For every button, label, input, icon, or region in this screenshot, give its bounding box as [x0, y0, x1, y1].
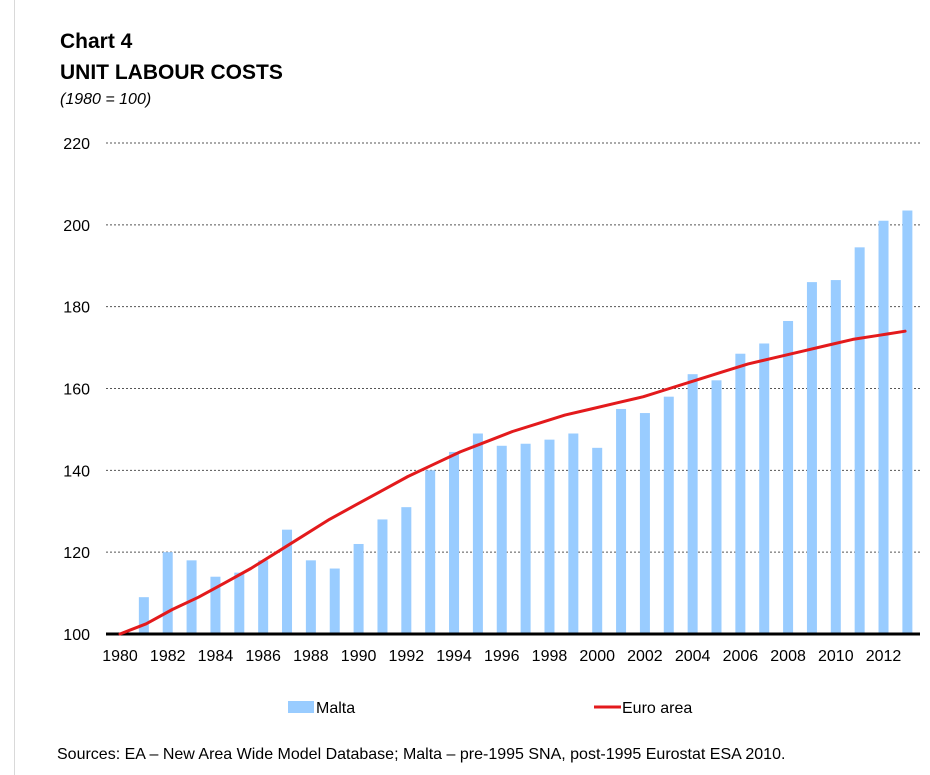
y-tick-label: 160: [63, 382, 90, 399]
x-tick-label: 1992: [389, 648, 425, 665]
malta-bar: [472, 433, 483, 634]
malta-bar: [830, 280, 841, 634]
malta-bar: [592, 447, 603, 634]
malta-bar: [401, 507, 412, 634]
y-tick-label: 140: [63, 463, 90, 480]
x-tick-label: 1996: [484, 648, 520, 665]
y-tick-label: 180: [63, 300, 90, 317]
y-tick-label: 120: [63, 545, 90, 562]
left-margin-rule: [14, 0, 15, 775]
x-tick-label: 2002: [627, 648, 663, 665]
malta-bar: [377, 519, 388, 634]
malta-bar: [425, 470, 436, 634]
x-tick-label: 2012: [866, 648, 902, 665]
x-tick-label: 1988: [293, 648, 329, 665]
malta-bar: [353, 543, 364, 634]
chart-subtitle: (1980 = 100): [60, 91, 152, 108]
malta-bar: [806, 282, 817, 634]
malta-bar: [544, 439, 555, 634]
x-tick-label: 1994: [436, 648, 472, 665]
malta-bar: [210, 576, 221, 634]
malta-bar: [234, 572, 245, 634]
x-tick-label: 2006: [723, 648, 759, 665]
malta-bar: [449, 451, 460, 634]
malta-bar: [568, 433, 579, 634]
malta-bar: [854, 247, 865, 634]
chart-number: Chart 4: [60, 30, 133, 53]
malta-bar: [878, 220, 889, 634]
malta-bar: [663, 396, 674, 634]
x-tick-label: 2004: [675, 648, 711, 665]
x-tick-label: 1980: [102, 648, 138, 665]
malta-bar: [496, 445, 507, 634]
x-tick-label: 2010: [818, 648, 854, 665]
malta-bar: [616, 408, 627, 634]
legend-label-malta: Malta: [316, 700, 355, 717]
legend-label-euro-area: Euro area: [622, 700, 692, 717]
euro-area-line: [118, 329, 907, 636]
malta-bar: [687, 374, 698, 634]
malta-bar: [711, 380, 722, 634]
malta-bar: [282, 529, 293, 634]
malta-bar: [735, 353, 746, 634]
malta-bar: [520, 443, 531, 634]
x-tick-label: 1990: [341, 648, 377, 665]
x-tick-label: 2008: [770, 648, 806, 665]
chart-title: UNIT LABOUR COSTS: [60, 61, 283, 84]
x-tick-label: 1982: [150, 648, 186, 665]
malta-bar: [639, 413, 650, 634]
x-tick-label: 1998: [532, 648, 568, 665]
malta-bar: [329, 568, 340, 634]
malta-bar: [258, 560, 269, 634]
y-tick-label: 200: [63, 218, 90, 235]
x-tick-label: 1984: [198, 648, 234, 665]
y-tick-label: 220: [63, 136, 90, 153]
legend-swatch-malta: [288, 701, 314, 713]
malta-bar: [305, 560, 316, 634]
malta-bar: [902, 210, 913, 634]
malta-bar: [759, 343, 770, 634]
malta-bar: [186, 560, 197, 634]
source-note: Sources: EA – New Area Wide Model Databa…: [57, 746, 786, 763]
malta-bar: [162, 552, 173, 634]
x-tick-label: 2000: [579, 648, 615, 665]
x-tick-label: 1986: [245, 648, 281, 665]
malta-bar: [138, 597, 149, 634]
y-tick-label: 100: [63, 627, 90, 644]
malta-bar: [783, 320, 794, 634]
